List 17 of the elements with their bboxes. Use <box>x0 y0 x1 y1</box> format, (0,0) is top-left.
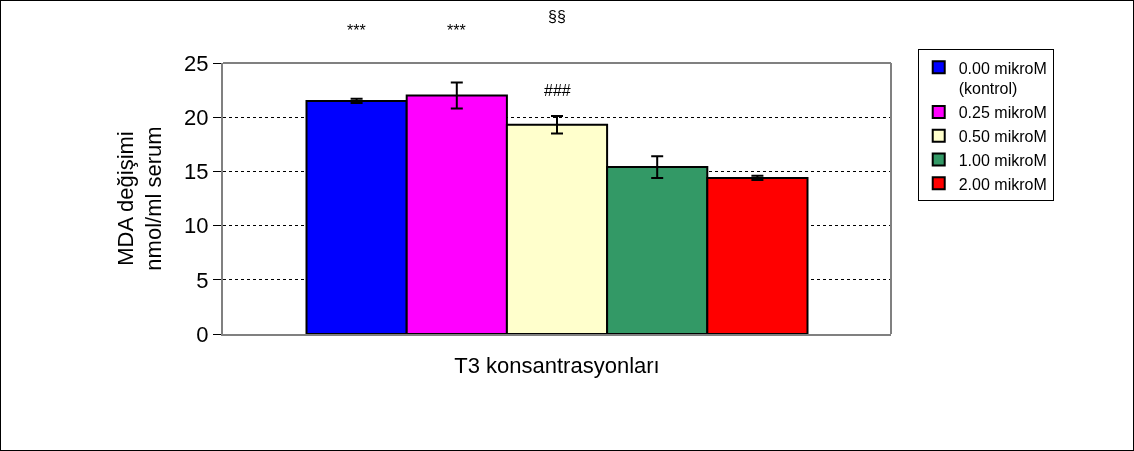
annotation: ### <box>544 82 571 99</box>
text: §§ <box>548 8 566 25</box>
y-tick-label: 20 <box>184 104 209 130</box>
legend-label: 0.50 mikroM <box>958 127 1047 145</box>
text: *** <box>347 22 366 39</box>
y-axis-title: MDA değişimi nmol/ml serum <box>112 126 167 271</box>
y-tick-label: 5 <box>196 267 209 293</box>
legend-label: 1.00 mikroM <box>958 151 1047 169</box>
y-tick-label: 15 <box>184 159 209 185</box>
legend-label: 0.00 mikroM (kontrol) <box>958 59 1047 98</box>
text: *** <box>447 22 466 39</box>
x-axis-title: T3 konsantrasyonları <box>454 352 660 378</box>
y-tick-label: 0 <box>196 321 209 347</box>
legend-label: 2.00 mikroM <box>958 175 1047 193</box>
legend-label: 0.25 mikroM <box>958 104 1047 122</box>
y-tick-label: 10 <box>184 213 209 239</box>
y-tick-label: 25 <box>184 50 209 76</box>
